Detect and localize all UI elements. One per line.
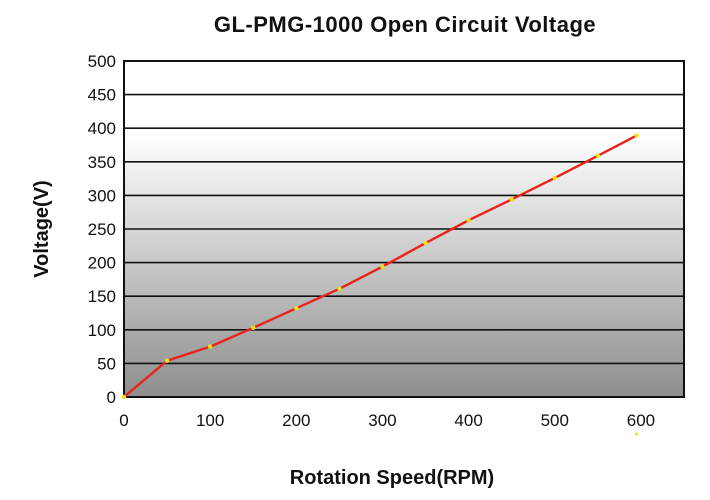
x-tick-label-500: 500 (541, 411, 569, 430)
data-point-550 (595, 153, 601, 158)
y-tick-label-250: 250 (88, 220, 116, 239)
x-tick-label-300: 300 (368, 411, 396, 430)
x-tick-label-400: 400 (454, 411, 482, 430)
data-point-0 (121, 394, 127, 400)
data-point-400 (466, 218, 471, 223)
y-tick-label-200: 200 (88, 254, 116, 273)
plot-frame (123, 60, 685, 398)
stray-point-0 (635, 432, 639, 436)
data-point-100 (207, 344, 213, 349)
x-tick-label-600: 600 (627, 411, 655, 430)
x-tick-label-200: 200 (282, 411, 310, 430)
x-tick-label-100: 100 (196, 411, 224, 430)
data-point-200 (294, 306, 299, 311)
data-point-150 (251, 325, 256, 330)
y-tick-label-500: 500 (88, 52, 116, 71)
data-point-300 (380, 264, 385, 269)
data-point-595 (634, 133, 639, 138)
data-point-500 (552, 175, 557, 181)
data-point-250 (337, 286, 342, 292)
y-tick-label-150: 150 (88, 287, 116, 306)
y-tick-label-50: 50 (97, 354, 116, 373)
data-point-50 (164, 358, 170, 363)
data-point-350 (423, 240, 428, 246)
y-axis-label: Voltage(V) (31, 180, 53, 277)
x-axis-label: Rotation Speed(RPM) (290, 467, 494, 489)
x-tick-label-0: 0 (119, 411, 128, 430)
data-point-450 (509, 197, 514, 202)
y-tick-label-100: 100 (88, 321, 116, 340)
y-tick-label-450: 450 (88, 86, 116, 105)
y-tick-label-400: 400 (88, 119, 116, 138)
y-tick-label-350: 350 (88, 153, 116, 172)
y-tick-label-300: 300 (88, 186, 116, 205)
y-tick-label-0: 0 (107, 388, 116, 407)
chart-title: GL-PMG-1000 Open Circuit Voltage (214, 12, 596, 37)
